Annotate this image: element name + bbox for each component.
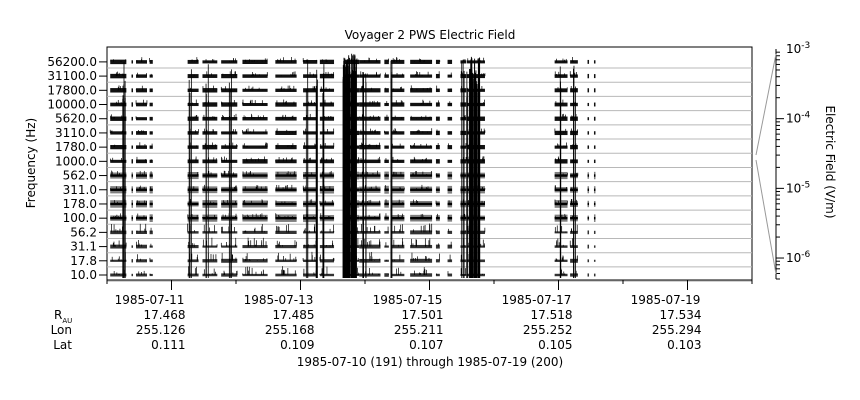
data-segment	[593, 60, 596, 277]
y-tick-label: 1000.0	[55, 154, 97, 168]
burst-mark	[205, 64, 209, 278]
x-axis-label: 1985-07-10 (191) through 1985-07-19 (200…	[297, 355, 563, 369]
burst-mark	[188, 69, 192, 278]
data-segment	[275, 56, 297, 277]
burst-mark	[305, 59, 309, 278]
y-tick-label: 17800.0	[47, 83, 97, 97]
data-segment	[242, 58, 268, 277]
colorbar-tick-label: 10-5	[786, 180, 810, 195]
y-tick-label: 178.0	[63, 197, 97, 211]
colorbar-tick-label: 10-3	[786, 41, 810, 56]
x-tick-label: 1985-07-19	[631, 293, 701, 307]
ephemeris-r: 17.501	[402, 308, 444, 322]
y-tick-label: 1780.0	[55, 140, 97, 154]
plot-area	[106, 46, 753, 281]
ephemeris-lon: 255.294	[652, 323, 702, 337]
burst-mark	[466, 71, 469, 278]
ephemeris-lon: 255.126	[136, 323, 186, 337]
y-tick-labels: 10.017.831.156.2100.0178.0311.0562.01000…	[47, 55, 107, 282]
ephemeris-lon: 255.211	[394, 323, 444, 337]
data-segment	[109, 59, 127, 277]
burst-mark	[390, 61, 393, 278]
y-tick-label: 311.0	[63, 183, 97, 197]
ephemeris-lat: 0.109	[280, 338, 314, 352]
y-tick-label: 17.8	[70, 254, 97, 268]
data-segment	[447, 59, 453, 277]
ephemeris-r: 17.485	[273, 308, 315, 322]
y-tick-label: 10.0	[70, 268, 97, 282]
data-segments	[109, 53, 596, 278]
y-tick-label: 10000.0	[47, 98, 97, 112]
ephemeris-label-lat: Lat	[53, 338, 72, 352]
burst-mark	[461, 59, 465, 278]
y-axis-label: Frequency (Hz)	[24, 118, 38, 209]
channel-gridlines	[107, 67, 752, 282]
data-segment	[384, 58, 389, 277]
data-segment	[302, 58, 318, 277]
y-tick-label: 31.1	[70, 240, 97, 254]
burst-mark	[322, 64, 325, 278]
data-segment	[131, 60, 134, 277]
ephemeris-r: 17.518	[531, 308, 573, 322]
ephemeris-label-r: RAU	[54, 308, 72, 325]
x-tick-label: 1985-07-17	[502, 293, 572, 307]
x-tick-label: 1985-07-13	[244, 293, 314, 307]
ephemeris-lat: 0.111	[151, 338, 185, 352]
ephemeris-lat: 0.107	[409, 338, 443, 352]
burst-mark	[559, 66, 562, 278]
ephemeris-r: 17.468	[144, 308, 186, 322]
y-tick-label: 56200.0	[47, 55, 97, 69]
burst-mark	[315, 69, 318, 278]
colorbar-tick-label: 10-6	[786, 250, 811, 265]
ephemeris-label-lon: Lon	[51, 323, 72, 337]
x-tick-label: 1985-07-15	[373, 293, 443, 307]
colorbar-connector	[755, 159, 777, 275]
data-segment	[202, 59, 218, 277]
storm-region	[342, 53, 481, 278]
ephemeris-lon: 255.252	[523, 323, 573, 337]
y-tick-label: 31100.0	[47, 69, 97, 83]
data-segment	[435, 59, 441, 277]
x-ticks: 1985-07-1117.468255.1260.1111985-07-1317…	[106, 280, 753, 352]
colorbar-label: Electric Field (V/m)	[823, 105, 837, 218]
plot-frame	[106, 46, 753, 281]
y-tick-label: 100.0	[63, 211, 97, 225]
data-segment	[319, 59, 335, 277]
data-segment	[149, 57, 153, 277]
data-segment	[587, 59, 590, 277]
data-segment	[359, 57, 381, 277]
burst-mark	[228, 69, 232, 278]
ephemeris-lat: 0.103	[667, 338, 701, 352]
ephemeris-lon: 255.168	[265, 323, 315, 337]
colorbar-connector	[755, 53, 777, 156]
burst-mark	[362, 72, 364, 278]
y-tick-label: 562.0	[63, 169, 97, 183]
x-tick-label: 1985-07-11	[115, 293, 185, 307]
data-segment	[410, 58, 433, 277]
burst-mark	[573, 65, 576, 278]
colorbar: 10-3 10-4 10-5 10-6	[755, 41, 811, 280]
burst-mark	[123, 61, 126, 278]
chart-title: Voyager 2 PWS Electric Field	[345, 28, 516, 42]
ephemeris-table: RAU Lon Lat	[51, 308, 73, 352]
y-tick-label: 5620.0	[55, 112, 97, 126]
ephemeris-r: 17.534	[660, 308, 702, 322]
data-segment	[135, 57, 148, 277]
y-tick-label: 56.2	[70, 225, 97, 239]
y-tick-label: 3110.0	[55, 126, 97, 140]
colorbar-tick-label: 10-4	[786, 111, 811, 126]
ephemeris-lat: 0.105	[538, 338, 572, 352]
